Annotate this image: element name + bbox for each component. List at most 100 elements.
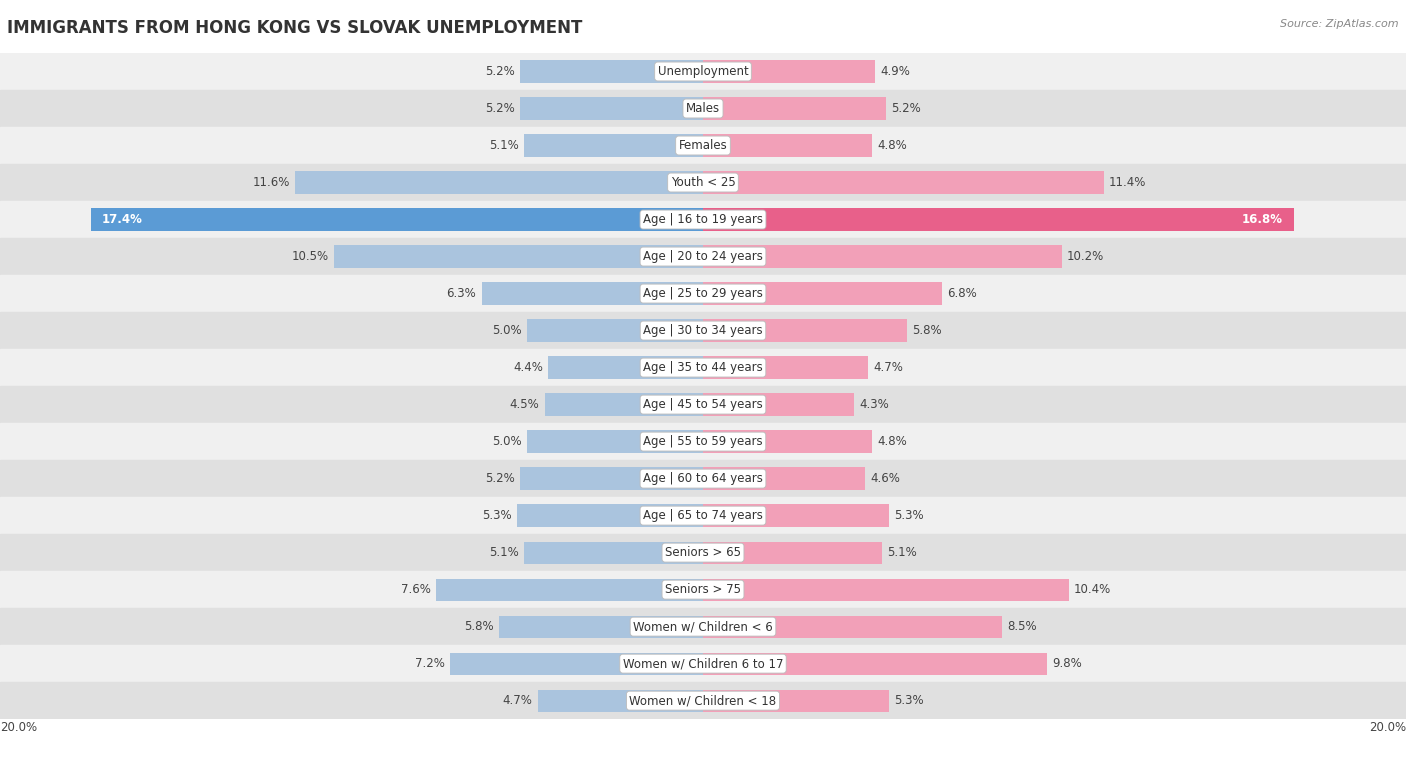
Text: Youth < 25: Youth < 25 xyxy=(671,176,735,189)
Text: IMMIGRANTS FROM HONG KONG VS SLOVAK UNEMPLOYMENT: IMMIGRANTS FROM HONG KONG VS SLOVAK UNEM… xyxy=(7,19,582,37)
Bar xyxy=(703,578,1069,601)
Bar xyxy=(0,349,1406,386)
Text: Age | 35 to 44 years: Age | 35 to 44 years xyxy=(643,361,763,374)
Bar xyxy=(703,541,883,564)
Text: Age | 30 to 34 years: Age | 30 to 34 years xyxy=(643,324,763,337)
Bar xyxy=(703,690,889,712)
Text: Age | 45 to 54 years: Age | 45 to 54 years xyxy=(643,398,763,411)
Bar xyxy=(0,682,1406,719)
Text: 5.1%: 5.1% xyxy=(887,546,917,559)
Text: 20.0%: 20.0% xyxy=(1369,721,1406,734)
Bar xyxy=(703,357,869,378)
Bar xyxy=(0,423,1406,460)
Bar xyxy=(520,98,703,120)
Bar xyxy=(537,690,703,712)
Text: 20.0%: 20.0% xyxy=(0,721,37,734)
Text: 5.3%: 5.3% xyxy=(894,509,924,522)
Text: 4.9%: 4.9% xyxy=(880,65,910,78)
Text: Women w/ Children < 6: Women w/ Children < 6 xyxy=(633,620,773,633)
Bar xyxy=(703,245,1062,268)
Bar xyxy=(0,608,1406,645)
Text: 5.3%: 5.3% xyxy=(894,694,924,707)
Bar xyxy=(0,386,1406,423)
Text: Age | 25 to 29 years: Age | 25 to 29 years xyxy=(643,287,763,300)
Bar xyxy=(703,135,872,157)
Bar xyxy=(0,645,1406,682)
Legend: Immigrants from Hong Kong, Slovak: Immigrants from Hong Kong, Slovak xyxy=(554,753,852,757)
Text: 7.2%: 7.2% xyxy=(415,657,444,670)
Text: 11.4%: 11.4% xyxy=(1109,176,1146,189)
Bar xyxy=(436,578,703,601)
Bar xyxy=(0,534,1406,571)
Bar xyxy=(703,171,1104,194)
Text: 10.2%: 10.2% xyxy=(1067,250,1104,263)
Text: 5.2%: 5.2% xyxy=(891,102,921,115)
Text: 4.4%: 4.4% xyxy=(513,361,543,374)
Bar xyxy=(0,90,1406,127)
Bar xyxy=(548,357,703,378)
Bar xyxy=(703,653,1047,674)
Text: 5.2%: 5.2% xyxy=(485,472,515,485)
Text: 5.8%: 5.8% xyxy=(912,324,942,337)
Text: 16.8%: 16.8% xyxy=(1241,213,1282,226)
Text: 11.6%: 11.6% xyxy=(253,176,290,189)
Bar xyxy=(703,394,855,416)
Bar xyxy=(703,319,907,341)
Text: 8.5%: 8.5% xyxy=(1007,620,1036,633)
Bar xyxy=(499,615,703,637)
Bar xyxy=(546,394,703,416)
Text: Males: Males xyxy=(686,102,720,115)
Bar xyxy=(703,98,886,120)
Text: 5.1%: 5.1% xyxy=(489,139,519,152)
Text: 4.7%: 4.7% xyxy=(873,361,903,374)
Text: Age | 60 to 64 years: Age | 60 to 64 years xyxy=(643,472,763,485)
Text: Age | 65 to 74 years: Age | 65 to 74 years xyxy=(643,509,763,522)
Text: 4.3%: 4.3% xyxy=(859,398,889,411)
Bar xyxy=(450,653,703,674)
Bar xyxy=(703,61,875,83)
Bar xyxy=(520,468,703,490)
Text: 6.8%: 6.8% xyxy=(948,287,977,300)
Text: 4.5%: 4.5% xyxy=(510,398,540,411)
Bar xyxy=(0,201,1406,238)
Bar xyxy=(0,460,1406,497)
Bar xyxy=(527,319,703,341)
Text: 4.8%: 4.8% xyxy=(877,435,907,448)
Bar xyxy=(527,431,703,453)
Bar xyxy=(481,282,703,304)
Text: 5.3%: 5.3% xyxy=(482,509,512,522)
Bar xyxy=(703,431,872,453)
Bar xyxy=(703,208,1294,231)
Bar xyxy=(0,53,1406,90)
Text: Women w/ Children 6 to 17: Women w/ Children 6 to 17 xyxy=(623,657,783,670)
Bar xyxy=(0,127,1406,164)
Text: 10.4%: 10.4% xyxy=(1074,583,1111,596)
Text: 5.8%: 5.8% xyxy=(464,620,494,633)
Text: Seniors > 65: Seniors > 65 xyxy=(665,546,741,559)
Text: Seniors > 75: Seniors > 75 xyxy=(665,583,741,596)
Bar xyxy=(295,171,703,194)
Text: 17.4%: 17.4% xyxy=(103,213,143,226)
Text: 10.5%: 10.5% xyxy=(291,250,329,263)
Text: 4.7%: 4.7% xyxy=(503,694,533,707)
Bar xyxy=(524,135,703,157)
Bar xyxy=(520,61,703,83)
Text: Women w/ Children < 18: Women w/ Children < 18 xyxy=(630,694,776,707)
Bar xyxy=(703,615,1001,637)
Text: 4.8%: 4.8% xyxy=(877,139,907,152)
Text: Source: ZipAtlas.com: Source: ZipAtlas.com xyxy=(1281,19,1399,29)
Bar xyxy=(0,164,1406,201)
Text: 9.8%: 9.8% xyxy=(1053,657,1083,670)
Text: 6.3%: 6.3% xyxy=(447,287,477,300)
Bar xyxy=(0,312,1406,349)
Bar xyxy=(703,504,889,527)
Text: Unemployment: Unemployment xyxy=(658,65,748,78)
Text: 5.1%: 5.1% xyxy=(489,546,519,559)
Bar xyxy=(703,282,942,304)
Text: Age | 16 to 19 years: Age | 16 to 19 years xyxy=(643,213,763,226)
Bar xyxy=(335,245,703,268)
Text: 5.2%: 5.2% xyxy=(485,102,515,115)
Text: Age | 55 to 59 years: Age | 55 to 59 years xyxy=(643,435,763,448)
Text: 5.0%: 5.0% xyxy=(492,324,522,337)
Text: Females: Females xyxy=(679,139,727,152)
